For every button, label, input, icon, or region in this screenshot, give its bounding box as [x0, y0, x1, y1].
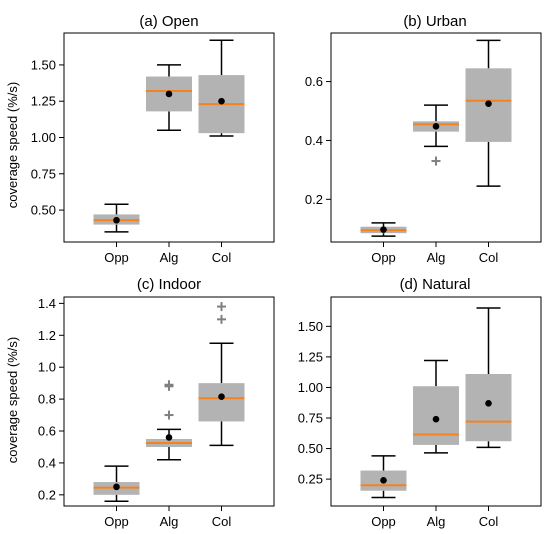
- y-tick-label: 0.25: [298, 472, 323, 487]
- y-tick-label: 0.2: [305, 192, 323, 207]
- panel-marks: 0.25 0.50 0.75 1.00 1.25 1.50 Opp Alg Col: [298, 307, 512, 529]
- y-tick-label: 0.50: [298, 441, 323, 456]
- y-tick-label: 1.00: [298, 380, 323, 395]
- y-tick-label: 1.00: [31, 130, 56, 145]
- iqr-box: [198, 383, 245, 422]
- mean-marker: [432, 123, 440, 130]
- y-tick-label: 0.8: [38, 392, 56, 407]
- mean-marker: [380, 477, 387, 484]
- panel-marks: 0.2 0.4 0.6 0.8 1.0 1.2 1.4 Opp Alg Col: [38, 296, 245, 529]
- y-tick-label: 0.4: [38, 455, 56, 470]
- y-tick-label: 0.2: [38, 487, 56, 502]
- x-tick-label: Col: [212, 514, 232, 529]
- box-opp: [360, 222, 407, 237]
- panel-title: (d) Natural: [400, 276, 471, 293]
- y-tick-label: 0.75: [298, 411, 323, 426]
- x-tick-label: Alg: [427, 514, 446, 529]
- mean-marker: [218, 97, 225, 105]
- x-tick-label: Col: [479, 514, 499, 529]
- box-alg: [413, 104, 459, 166]
- x-tick-label: Opp: [104, 250, 129, 265]
- x-tick-label: Opp: [371, 514, 396, 529]
- mean-marker: [113, 483, 120, 491]
- x-tick-label: Col: [212, 250, 232, 265]
- y-tick-label: 0.75: [31, 166, 56, 181]
- box-col: [465, 307, 512, 449]
- y-tick-label: 1.50: [31, 57, 56, 72]
- y-tick-label: 1.4: [38, 296, 56, 311]
- x-tick-label: Alg: [160, 250, 179, 265]
- x-tick-label: Opp: [104, 514, 129, 529]
- y-tick-label: 1.25: [298, 349, 323, 364]
- iqr-box: [465, 374, 512, 442]
- outlier-marker: [217, 302, 226, 312]
- x-tick-label: Opp: [371, 250, 396, 265]
- box-opp: [93, 465, 140, 502]
- panel-marks: 0.50 0.75 1.00 1.25 1.50 Opp Alg Col: [31, 39, 245, 265]
- panel-title: (a) Open: [139, 13, 198, 30]
- mean-marker: [218, 393, 225, 401]
- box-col: [198, 302, 245, 447]
- box-alg: [413, 359, 459, 454]
- mean-marker: [165, 434, 173, 441]
- outlier-marker: [217, 314, 226, 324]
- y-tick-label: 1.2: [38, 328, 56, 343]
- box-opp: [360, 455, 407, 499]
- mean-marker: [165, 90, 173, 98]
- mean-marker: [380, 226, 387, 233]
- panel-title: (c) Indoor: [137, 276, 201, 293]
- panel-marks: 0.2 0.4 0.6 Opp Alg Col: [305, 39, 512, 265]
- box-opp: [93, 203, 140, 233]
- box-alg: [146, 380, 192, 461]
- x-tick-label: Alg: [160, 514, 179, 529]
- ylabel-top: coverage speed (%/s): [5, 82, 20, 208]
- outlier-marker: [164, 410, 174, 420]
- box-col: [465, 39, 512, 187]
- outlier-marker: [164, 380, 174, 390]
- box-alg: [146, 64, 192, 131]
- x-tick-label: Alg: [427, 250, 446, 265]
- x-tick-label: Col: [479, 250, 499, 265]
- panel-title: (b) Urban: [403, 13, 466, 30]
- mean-marker: [432, 415, 440, 423]
- mean-marker: [113, 216, 120, 224]
- box-col: [198, 39, 245, 137]
- y-tick-label: 0.50: [31, 203, 56, 218]
- y-tick-label: 1.25: [31, 94, 56, 109]
- iqr-box: [413, 386, 459, 445]
- y-tick-label: 0.6: [305, 74, 323, 89]
- y-tick-label: 1.0: [38, 360, 56, 375]
- mean-marker: [485, 400, 492, 407]
- y-tick-label: 0.4: [305, 133, 323, 148]
- outlier-marker: [431, 156, 441, 166]
- y-tick-label: 0.6: [38, 424, 56, 439]
- y-tick-label: 1.50: [298, 319, 323, 334]
- ylabel-bottom: coverage speed (%/s): [5, 337, 20, 463]
- mean-marker: [485, 100, 492, 107]
